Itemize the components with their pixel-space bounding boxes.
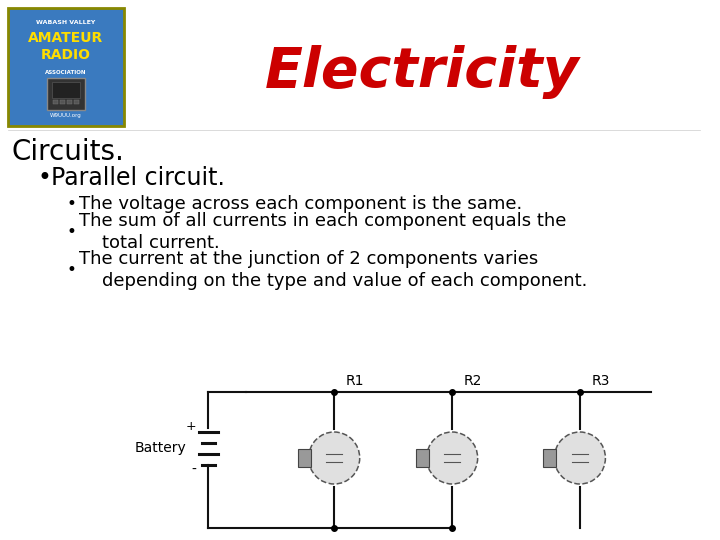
Text: •: • xyxy=(67,195,77,213)
Bar xyxy=(73,100,78,104)
Bar xyxy=(298,449,310,467)
Bar xyxy=(544,449,557,467)
Circle shape xyxy=(426,432,477,484)
Text: AMATEUR: AMATEUR xyxy=(28,31,104,45)
Text: W9UUU.org: W9UUU.org xyxy=(50,112,82,118)
Text: Circuits.: Circuits. xyxy=(12,138,125,166)
Text: R2: R2 xyxy=(464,374,482,388)
Text: •: • xyxy=(67,223,77,241)
Text: The sum of all currents in each component equals the
    total current.: The sum of all currents in each componen… xyxy=(78,212,566,252)
Text: R1: R1 xyxy=(346,374,364,388)
Bar xyxy=(53,100,58,104)
Bar xyxy=(415,449,428,467)
Text: The current at the junction of 2 components varies
    depending on the type and: The current at the junction of 2 compone… xyxy=(78,250,587,290)
Text: R3: R3 xyxy=(592,374,610,388)
Text: -: - xyxy=(192,463,197,477)
Bar xyxy=(52,82,80,98)
Bar xyxy=(48,78,84,110)
Circle shape xyxy=(554,432,606,484)
Text: Battery: Battery xyxy=(135,441,186,455)
Text: Parallel circuit.: Parallel circuit. xyxy=(51,166,225,190)
Circle shape xyxy=(309,432,360,484)
FancyBboxPatch shape xyxy=(8,8,124,126)
Bar xyxy=(60,100,65,104)
Text: WABASH VALLEY: WABASH VALLEY xyxy=(36,19,96,24)
Text: ASSOCIATION: ASSOCIATION xyxy=(45,70,86,75)
Bar xyxy=(67,100,72,104)
Text: +: + xyxy=(186,420,197,433)
Text: •: • xyxy=(67,261,77,279)
Text: •: • xyxy=(37,166,51,190)
Text: RADIO: RADIO xyxy=(41,48,91,62)
Text: The voltage across each component is the same.: The voltage across each component is the… xyxy=(78,195,522,213)
Text: Electricity: Electricity xyxy=(265,45,580,99)
